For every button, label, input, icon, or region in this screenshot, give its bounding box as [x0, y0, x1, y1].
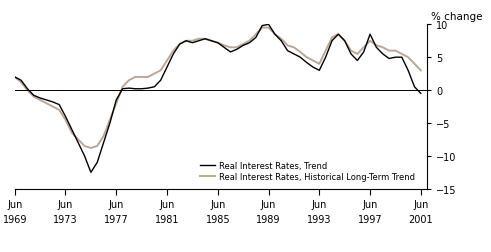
Text: Jun: Jun: [362, 199, 378, 209]
Text: Jun: Jun: [159, 199, 175, 209]
Text: 1985: 1985: [205, 214, 230, 224]
Text: 1973: 1973: [53, 214, 78, 224]
Text: Jun: Jun: [58, 199, 73, 209]
Text: 1977: 1977: [104, 214, 129, 224]
Text: 1993: 1993: [307, 214, 331, 224]
Text: 1989: 1989: [256, 214, 281, 224]
Text: Jun: Jun: [109, 199, 124, 209]
Text: Jun: Jun: [312, 199, 327, 209]
Text: Jun: Jun: [210, 199, 225, 209]
Text: Jun: Jun: [7, 199, 23, 209]
Legend: Real Interest Rates, Trend, Real Interest Rates, Historical Long-Term Trend: Real Interest Rates, Trend, Real Interes…: [199, 161, 415, 182]
Text: 1981: 1981: [155, 214, 179, 224]
Text: Jun: Jun: [413, 199, 429, 209]
Text: 1997: 1997: [358, 214, 382, 224]
Text: 2001: 2001: [409, 214, 433, 224]
Text: 1969: 1969: [2, 214, 27, 224]
Y-axis label: % change: % change: [431, 12, 483, 22]
Text: Jun: Jun: [261, 199, 276, 209]
